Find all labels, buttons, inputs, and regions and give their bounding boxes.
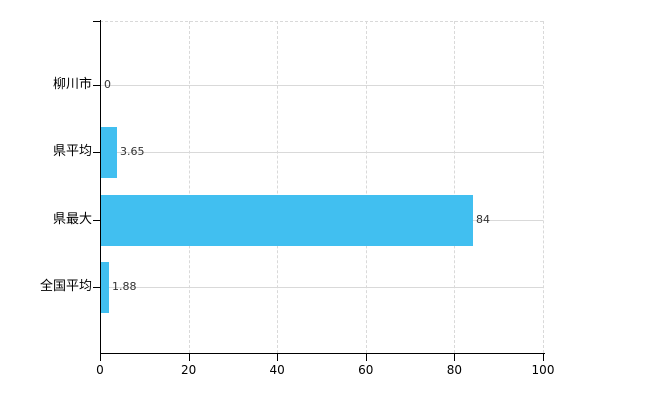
y-axis-top-tick xyxy=(93,21,100,22)
plot-top-border xyxy=(100,21,543,22)
bar-value-label: 84 xyxy=(476,213,490,226)
gridline-horizontal xyxy=(100,85,543,86)
category-label: 県最大 xyxy=(52,212,92,227)
x-tick-label: 80 xyxy=(446,363,463,377)
y-axis-tick xyxy=(93,152,100,153)
x-tick-label: 20 xyxy=(180,363,197,377)
gridline-horizontal xyxy=(100,152,543,153)
bar xyxy=(101,127,117,178)
x-tick-label: 60 xyxy=(358,363,374,377)
y-axis-tick xyxy=(93,220,100,221)
x-tick-label: 100 xyxy=(531,363,555,377)
x-axis-tick xyxy=(188,354,190,361)
bar-value-label: 1.88 xyxy=(112,280,137,293)
gridline-vertical xyxy=(277,21,279,353)
x-axis-tick xyxy=(454,354,456,361)
gridline-horizontal xyxy=(100,287,543,288)
gridline-vertical xyxy=(365,21,367,353)
y-axis-tick xyxy=(93,287,100,288)
x-axis-tick xyxy=(100,354,101,361)
gridline-vertical xyxy=(543,21,544,353)
category-label: 県平均 xyxy=(52,144,92,159)
bar-value-label: 3.65 xyxy=(120,145,145,158)
gridline-vertical xyxy=(454,21,456,353)
x-tick-label: 0 xyxy=(96,363,104,377)
bar-value-label: 0 xyxy=(104,78,111,91)
category-label: 柳川市 xyxy=(52,77,92,92)
y-axis xyxy=(100,20,101,353)
category-label: 全国平均 xyxy=(39,279,92,294)
x-axis-tick xyxy=(365,354,367,361)
gridline-vertical xyxy=(188,21,190,353)
bar xyxy=(101,195,473,246)
x-axis xyxy=(100,353,545,354)
bar xyxy=(101,262,109,313)
x-tick-label: 40 xyxy=(269,363,285,377)
x-axis-tick xyxy=(277,354,279,361)
y-axis-tick xyxy=(93,85,100,86)
x-axis-tick xyxy=(543,354,544,361)
